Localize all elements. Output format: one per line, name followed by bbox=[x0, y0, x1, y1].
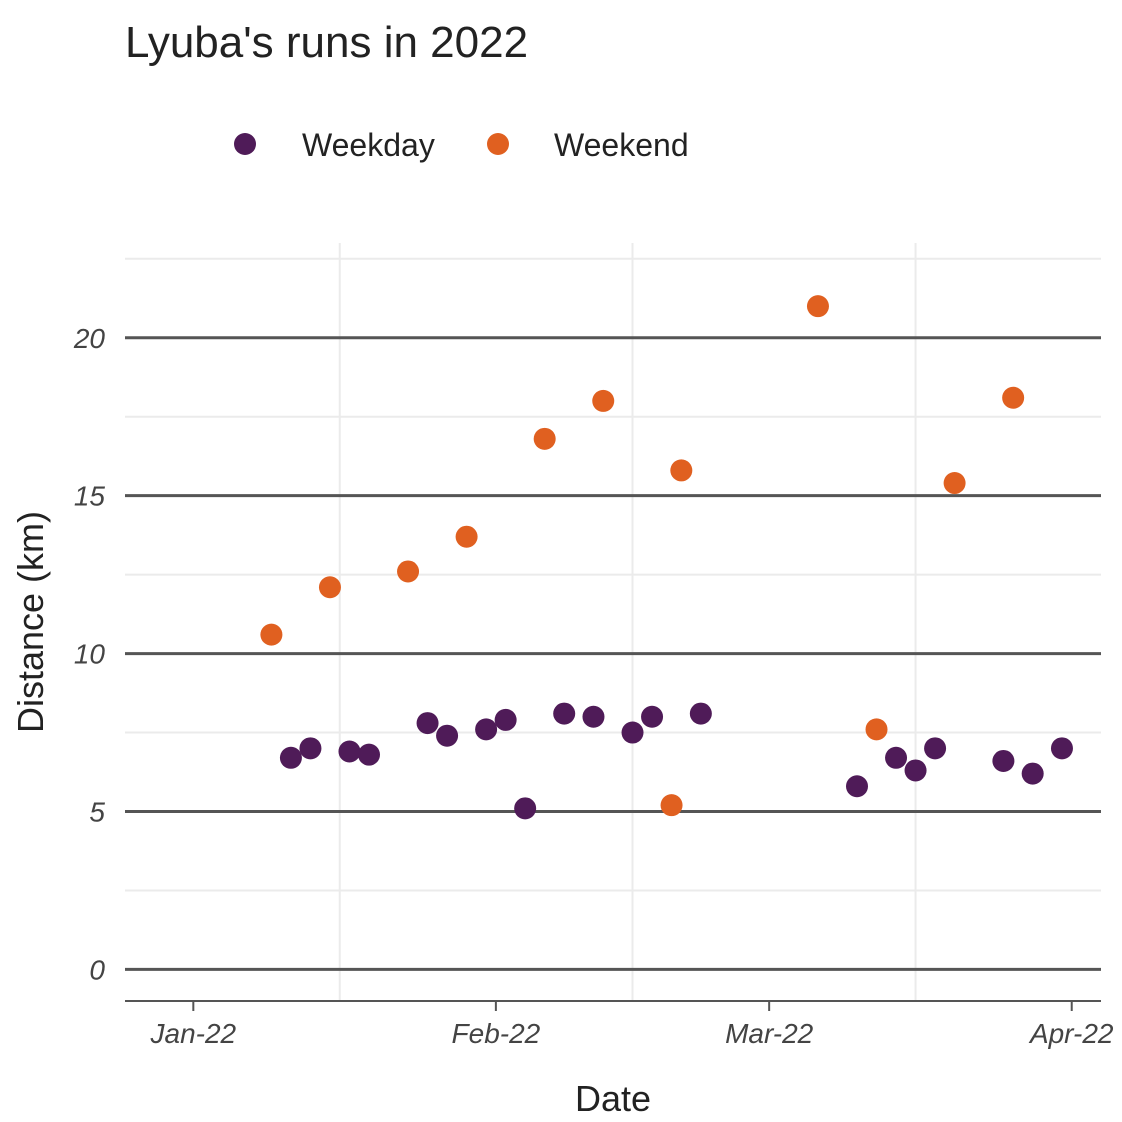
data-point-weekend bbox=[660, 794, 683, 817]
data-point-weekday bbox=[299, 737, 322, 760]
data-point-weekend bbox=[943, 472, 966, 495]
legend-label-weekend: Weekend bbox=[554, 127, 689, 163]
y-tick-label: 15 bbox=[74, 481, 106, 512]
data-point-weekday bbox=[338, 740, 361, 763]
data-point-weekday bbox=[885, 746, 908, 769]
data-point-weekday bbox=[436, 724, 459, 747]
data-point-weekend bbox=[397, 560, 420, 583]
data-point-weekday bbox=[494, 708, 517, 731]
legend-swatch-weekday bbox=[234, 133, 256, 155]
data-point-weekend bbox=[1002, 386, 1025, 409]
major-gridlines bbox=[125, 336, 1101, 971]
minor-gridlines bbox=[125, 243, 1101, 1001]
data-point-weekday bbox=[475, 718, 498, 741]
y-tick-label: 20 bbox=[73, 323, 106, 354]
data-point-weekend bbox=[592, 389, 615, 412]
legend: Weekday Weekend bbox=[234, 127, 689, 163]
data-point-weekend bbox=[533, 427, 556, 450]
x-tick-label: Feb-22 bbox=[452, 1018, 541, 1049]
chart-title: Lyuba's runs in 2022 bbox=[125, 18, 528, 67]
data-point-weekday bbox=[279, 746, 302, 769]
y-axis-tick-labels: 0 5 10 15 20 bbox=[73, 323, 106, 986]
legend-swatch-weekend bbox=[487, 133, 509, 155]
data-points bbox=[260, 295, 1073, 820]
x-tick-label: Jan-22 bbox=[150, 1018, 237, 1049]
data-point-weekday bbox=[358, 743, 380, 766]
data-point-weekday bbox=[1050, 737, 1073, 760]
data-point-weekday bbox=[553, 702, 576, 725]
data-point-weekday bbox=[689, 702, 712, 725]
data-point-weekday bbox=[641, 705, 664, 728]
data-point-weekend bbox=[318, 576, 341, 599]
x-tick-label: Mar-22 bbox=[725, 1018, 814, 1049]
data-point-weekday bbox=[904, 759, 927, 782]
legend-label-weekday: Weekday bbox=[302, 127, 435, 163]
data-point-weekday bbox=[992, 749, 1015, 772]
data-point-weekday bbox=[621, 721, 644, 744]
data-point-weekend bbox=[806, 295, 829, 318]
data-point-weekend bbox=[455, 525, 478, 548]
y-tick-label: 0 bbox=[89, 954, 105, 985]
y-axis-title: Distance (km) bbox=[10, 511, 51, 733]
data-point-weekday bbox=[924, 737, 947, 760]
data-point-weekday bbox=[846, 775, 868, 798]
x-axis-title: Date bbox=[575, 1078, 651, 1119]
data-point-weekday bbox=[514, 797, 537, 820]
data-point-weekend bbox=[260, 623, 283, 646]
x-axis: Jan-22 Feb-22 Mar-22 Apr-22 bbox=[125, 1000, 1114, 1049]
data-point-weekend bbox=[670, 459, 693, 482]
y-tick-label: 5 bbox=[89, 797, 105, 828]
data-point-weekday bbox=[416, 712, 439, 735]
x-axis-ticks: Jan-22 Feb-22 Mar-22 Apr-22 bbox=[150, 1001, 1114, 1049]
x-tick-label: Apr-22 bbox=[1028, 1018, 1114, 1049]
data-point-weekend bbox=[865, 718, 888, 741]
y-tick-label: 10 bbox=[74, 639, 106, 670]
data-point-weekday bbox=[582, 705, 605, 728]
data-point-weekday bbox=[1021, 762, 1044, 785]
